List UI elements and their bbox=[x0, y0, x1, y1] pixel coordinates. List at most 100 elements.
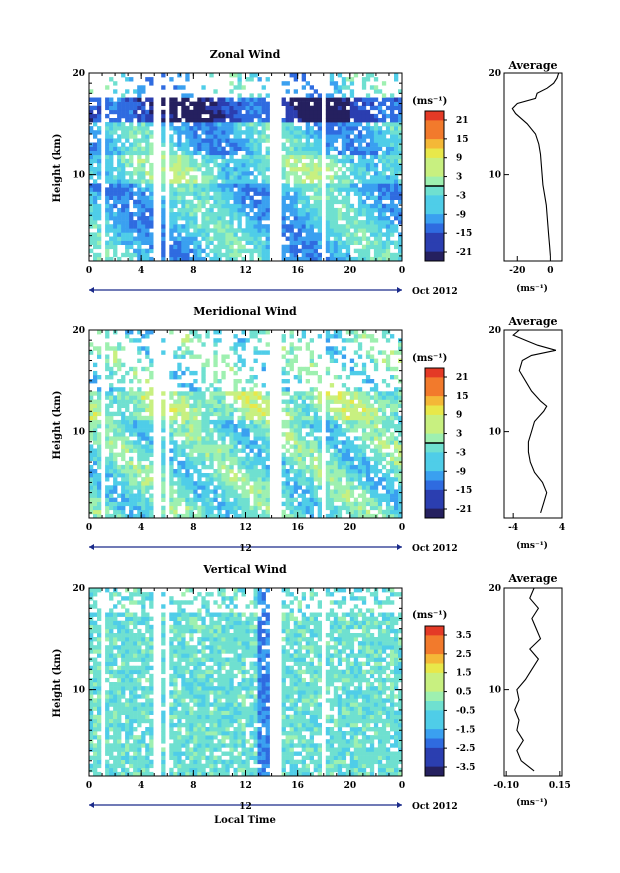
heatmap-cell bbox=[197, 138, 202, 143]
heatmap-cell bbox=[137, 97, 142, 102]
heatmap-cell bbox=[361, 473, 367, 478]
heatmap-cell bbox=[189, 93, 194, 98]
heatmap-cell bbox=[121, 158, 126, 164]
heatmap-cell bbox=[325, 399, 331, 404]
heatmap-cell bbox=[217, 101, 222, 106]
heatmap-cell bbox=[333, 199, 339, 205]
heatmap-cell bbox=[394, 415, 399, 421]
heatmap-cell bbox=[97, 216, 102, 221]
heatmap-cell bbox=[201, 228, 206, 233]
heatmap-cell bbox=[141, 501, 146, 507]
heatmap-cell bbox=[189, 354, 194, 359]
heatmap-cell bbox=[265, 252, 270, 258]
heatmap-cell bbox=[193, 481, 198, 486]
heatmap-cell bbox=[233, 212, 238, 217]
heatmap-cell bbox=[313, 428, 318, 433]
heatmap-cell bbox=[201, 440, 206, 445]
heatmap-cell bbox=[281, 370, 286, 376]
heatmap-cell bbox=[257, 150, 262, 156]
heatmap-cell bbox=[201, 232, 206, 237]
heatmap-cell bbox=[345, 175, 351, 180]
heatmap-cell bbox=[313, 199, 318, 205]
heatmap-cell bbox=[325, 154, 331, 160]
heatmap-cell bbox=[177, 187, 182, 192]
heatmap-cell bbox=[377, 236, 383, 241]
heatmap-cell bbox=[129, 171, 134, 176]
heatmap-cell bbox=[197, 428, 202, 433]
heatmap-cell bbox=[333, 464, 339, 470]
heatmap-cell bbox=[305, 342, 310, 347]
heatmap-cell bbox=[293, 212, 298, 217]
heatmap-cell bbox=[265, 134, 270, 139]
heatmap-cell bbox=[149, 130, 154, 135]
heatmap-cell bbox=[217, 379, 222, 384]
heatmap-cell bbox=[257, 142, 262, 147]
heatmap-cell bbox=[301, 212, 306, 217]
heatmap-cell bbox=[245, 150, 250, 156]
heatmap-cell bbox=[149, 424, 154, 429]
heatmap-cell bbox=[329, 428, 335, 433]
heatmap-cell bbox=[109, 179, 114, 184]
heatmap-cell bbox=[117, 167, 122, 172]
heatmap-cell bbox=[125, 481, 130, 486]
heatmap-cell bbox=[377, 146, 383, 151]
heatmap-cell bbox=[241, 464, 246, 470]
heatmap-cell bbox=[97, 448, 102, 453]
heatmap-cell bbox=[149, 224, 154, 229]
heatmap-cell bbox=[398, 256, 403, 262]
heatmap-cell bbox=[317, 469, 322, 474]
heatmap-cell bbox=[289, 366, 294, 372]
heatmap-cell bbox=[237, 379, 242, 384]
heatmap-cell bbox=[241, 105, 246, 111]
heatmap-cell bbox=[265, 342, 270, 347]
heatmap-cell bbox=[349, 101, 355, 106]
heatmap-cell bbox=[341, 256, 347, 262]
colorbar-step bbox=[425, 111, 444, 121]
heatmap-cell bbox=[249, 477, 254, 482]
heatmap-cell bbox=[305, 216, 310, 221]
heatmap-cell bbox=[225, 240, 230, 245]
heatmap-cell bbox=[333, 158, 339, 164]
heatmap-cell bbox=[109, 187, 114, 192]
heatmap-cell bbox=[329, 440, 335, 445]
heatmap-cell bbox=[233, 252, 238, 258]
heatmap-cell bbox=[297, 138, 302, 143]
heatmap-cell bbox=[185, 497, 190, 502]
heatmap-cell bbox=[325, 167, 331, 172]
heatmap-cell bbox=[349, 358, 355, 363]
heatmap-cell bbox=[257, 513, 262, 519]
heatmap-cell bbox=[93, 477, 98, 482]
heatmap-cell bbox=[293, 89, 298, 94]
heatmap-cell bbox=[309, 118, 314, 123]
heatmap-cell bbox=[237, 73, 242, 78]
heatmap-cell bbox=[305, 391, 310, 396]
heatmap-cell bbox=[241, 179, 246, 184]
heatmap-cell bbox=[361, 444, 367, 449]
heatmap-cell bbox=[265, 162, 270, 168]
heatmap-cell bbox=[394, 407, 399, 413]
heatmap-cell bbox=[337, 240, 343, 245]
heatmap-cell bbox=[261, 432, 266, 437]
heatmap-cell bbox=[365, 399, 371, 404]
heatmap-cell bbox=[385, 501, 391, 507]
heatmap-cell bbox=[257, 212, 262, 217]
heatmap-cell bbox=[253, 216, 258, 221]
heatmap-cell bbox=[313, 419, 318, 425]
heatmap-cell bbox=[333, 228, 339, 233]
heatmap-cell bbox=[145, 501, 150, 507]
heatmap-cell bbox=[390, 167, 395, 172]
heatmap-cell bbox=[129, 497, 134, 502]
heatmap-cell bbox=[293, 485, 298, 490]
heatmap-cell bbox=[237, 81, 242, 86]
heatmap-cell bbox=[177, 513, 182, 519]
heatmap-cell bbox=[97, 130, 102, 135]
heatmap-cell bbox=[213, 228, 218, 233]
heatmap-cell bbox=[373, 444, 379, 449]
heatmap-cell bbox=[309, 109, 314, 115]
heatmap-cell bbox=[133, 101, 138, 106]
heatmap-cell bbox=[161, 228, 166, 233]
heatmap-cell bbox=[385, 391, 391, 396]
heatmap-cell bbox=[205, 493, 210, 498]
heatmap-cell bbox=[261, 366, 266, 372]
heatmap-cell bbox=[173, 113, 178, 119]
